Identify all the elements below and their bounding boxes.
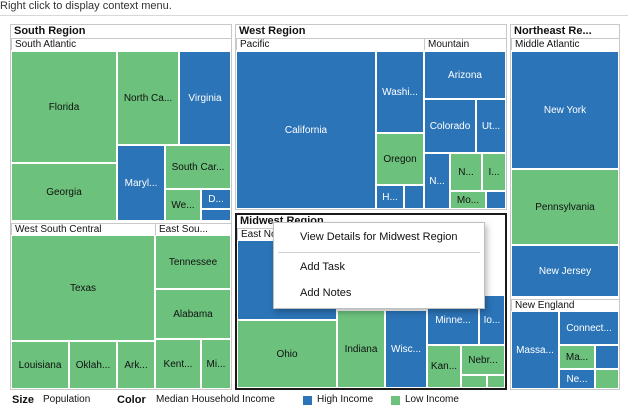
tile-texas[interactable]: Texas xyxy=(11,235,155,341)
tile-south-dakota[interactable] xyxy=(487,375,505,388)
legend: Size Population Color Median Household I… xyxy=(0,391,628,411)
tile-wisconsin[interactable]: Wisc... xyxy=(385,310,427,388)
tile-connecticut[interactable]: Connect... xyxy=(559,311,619,345)
tile-maine[interactable]: Ma... xyxy=(559,345,595,369)
northeast-region[interactable]: Northeast Re... Middle Atlantic New York… xyxy=(510,24,620,390)
tile-north-dakota[interactable] xyxy=(461,375,487,388)
tile-hawaii[interactable]: H... xyxy=(376,185,404,209)
context-menu-hint: Right click to display context menu. xyxy=(0,0,172,12)
legend-color-value: Median Household Income xyxy=(156,394,275,405)
tile-oregon[interactable]: Oregon xyxy=(376,133,424,185)
legend-size-value: Population xyxy=(43,394,91,405)
northeast-region-title: Northeast Re... xyxy=(514,25,592,37)
tile-oklahoma[interactable]: Oklah... xyxy=(69,341,117,389)
tile-georgia[interactable]: Georgia xyxy=(11,163,117,221)
tile-kentucky[interactable]: Kent... xyxy=(155,339,201,389)
tile-idaho[interactable]: I... xyxy=(482,153,506,191)
mountain-header: Mountain xyxy=(424,38,506,50)
south-region-title: South Region xyxy=(14,25,86,37)
context-menu: View Details for Midwest Region Add Task… xyxy=(273,222,485,309)
middle-atlantic-header: Middle Atlantic xyxy=(511,38,619,50)
tile-new-mexico[interactable]: N... xyxy=(450,153,482,191)
legend-low-income: Low Income xyxy=(405,394,459,405)
west-region[interactable]: West Region Pacific Mountain California … xyxy=(235,24,507,210)
east-south-central-header: East Sou... xyxy=(155,223,231,235)
tile-tennessee[interactable]: Tennessee xyxy=(155,235,231,289)
tile-nebraska[interactable]: Nebr... xyxy=(461,345,505,375)
tile-maryland[interactable]: Maryl... xyxy=(117,145,165,221)
tile-colorado[interactable]: Colorado xyxy=(424,99,476,153)
tile-massachusetts[interactable]: Massa... xyxy=(511,311,559,389)
tile-arkansas[interactable]: Ark... xyxy=(117,341,155,389)
tile-kansas[interactable]: Kan... xyxy=(427,345,461,388)
divider xyxy=(0,15,628,16)
tile-ohio[interactable]: Ohio xyxy=(237,320,337,388)
tile-west-virginia[interactable]: We... xyxy=(165,189,201,221)
tile-south-carolina[interactable]: South Car... xyxy=(165,145,231,189)
west-region-title: West Region xyxy=(239,25,306,37)
tile-new-hampshire[interactable]: Ne... xyxy=(559,369,595,389)
south-atlantic-header: South Atlantic xyxy=(11,38,231,50)
tile-washington[interactable]: Washi... xyxy=(376,51,424,133)
tile-mississippi[interactable]: Mi... xyxy=(201,339,231,389)
tile-alabama[interactable]: Alabama xyxy=(155,289,231,339)
tile-vermont[interactable] xyxy=(595,369,619,389)
tile-wyoming[interactable] xyxy=(486,191,506,209)
pacific-header: Pacific xyxy=(236,38,424,50)
tile-california[interactable]: California xyxy=(236,51,376,209)
menu-view-details[interactable]: View Details for Midwest Region xyxy=(300,231,458,243)
menu-separator xyxy=(278,252,480,253)
menu-add-notes[interactable]: Add Notes xyxy=(300,287,352,299)
new-england-header: New England xyxy=(511,299,619,311)
legend-size-label: Size xyxy=(12,394,35,406)
menu-add-task[interactable]: Add Task xyxy=(300,261,346,273)
tile-rhode-island[interactable] xyxy=(595,345,619,369)
west-south-central-header: West South Central xyxy=(11,223,155,235)
tile-alaska[interactable] xyxy=(404,185,424,209)
tile-pennsylvania[interactable]: Pennsylvania xyxy=(511,169,619,245)
high-income-swatch xyxy=(303,396,312,405)
tile-new-jersey[interactable]: New Jersey xyxy=(511,245,619,297)
tile-new-york[interactable]: New York xyxy=(511,51,619,169)
low-income-swatch xyxy=(391,396,400,405)
tile-louisiana[interactable]: Louisiana xyxy=(11,341,69,389)
tile-nevada[interactable]: N... xyxy=(424,153,450,209)
tile-indiana[interactable]: Indiana xyxy=(337,310,385,388)
legend-color-label: Color xyxy=(117,394,146,406)
tile-utah[interactable]: Ut... xyxy=(476,99,506,153)
tile-florida[interactable]: Florida xyxy=(11,51,117,163)
tile-montana[interactable]: Mo... xyxy=(450,191,486,209)
tile-dc[interactable] xyxy=(201,209,231,221)
south-region[interactable]: South Region South Atlantic Florida Nort… xyxy=(10,24,232,390)
tile-delaware[interactable]: D... xyxy=(201,189,231,209)
tile-arizona[interactable]: Arizona xyxy=(424,51,506,99)
legend-high-income: High Income xyxy=(317,394,374,405)
tile-north-carolina[interactable]: North Ca... xyxy=(117,51,179,145)
tile-virginia[interactable]: Virginia xyxy=(179,51,231,145)
